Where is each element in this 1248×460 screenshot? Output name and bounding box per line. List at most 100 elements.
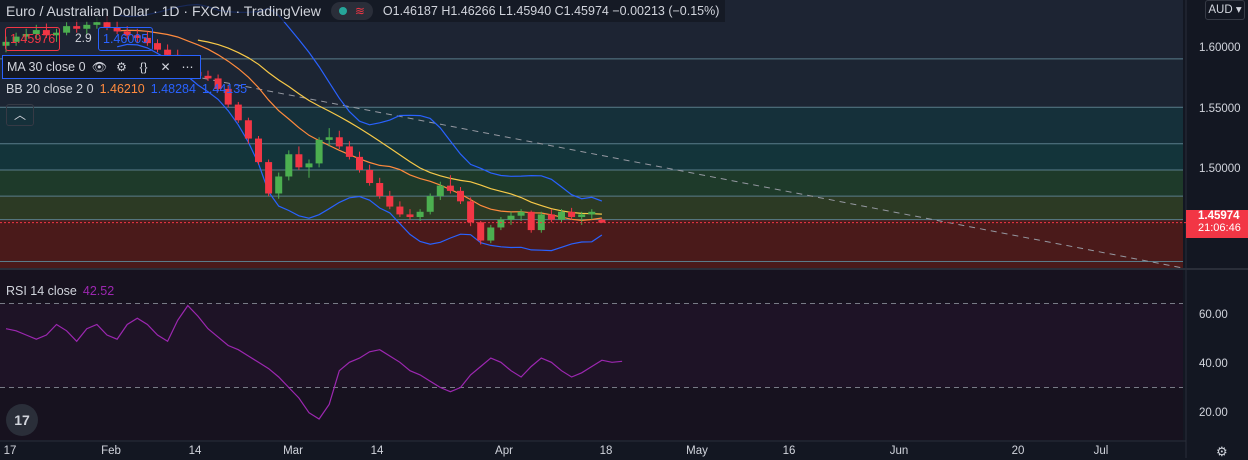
time-tick: Feb bbox=[101, 445, 121, 457]
sell-button[interactable]: 1.45976 bbox=[5, 27, 61, 51]
candle-body bbox=[154, 43, 161, 50]
time-tick: Apr bbox=[495, 445, 513, 457]
candle-body bbox=[32, 30, 40, 34]
settings-gear-icon[interactable]: ⚙ bbox=[1216, 444, 1228, 459]
rsi-legend[interactable]: RSI 14 close 42.52 bbox=[6, 284, 114, 298]
last-price: 1.45974 bbox=[1198, 210, 1240, 222]
rsi-band bbox=[0, 303, 1183, 388]
rsi-tick: 20.00 bbox=[1199, 407, 1228, 419]
candle-body bbox=[335, 137, 343, 147]
candle-body bbox=[356, 156, 363, 170]
candle-body bbox=[517, 211, 525, 216]
bb-upper-value: 1.48284 bbox=[150, 82, 196, 96]
candle-body bbox=[396, 206, 404, 215]
bb-lower-value: 1.44135 bbox=[201, 82, 248, 96]
chart-header: Euro / Australian Dollar · 1D · FXCM · T… bbox=[0, 0, 726, 22]
candle-body bbox=[12, 36, 20, 42]
price-tick: 1.55000 bbox=[1199, 103, 1241, 115]
ohlc-values: O1.46187 H1.46266 L1.45940 C1.45974 −0.0… bbox=[383, 4, 719, 18]
candle-body bbox=[436, 185, 444, 197]
rsi-value: 42.52 bbox=[82, 284, 115, 298]
time-tick: 18 bbox=[599, 445, 613, 457]
candle-body bbox=[275, 176, 283, 194]
bb-legend[interactable]: BB 20 close 2 0 1.46210 1.48284 1.44135 bbox=[6, 82, 247, 96]
candle-body bbox=[457, 190, 464, 202]
spread-value: 2.9 bbox=[75, 31, 92, 45]
candle-body bbox=[204, 75, 212, 79]
more-icon[interactable]: ⋯ bbox=[181, 60, 194, 74]
close-value: C1.45974 bbox=[554, 4, 609, 18]
time-tick: 16 bbox=[782, 445, 796, 457]
time-tick: 20 bbox=[1011, 445, 1025, 457]
candle-body bbox=[507, 215, 515, 220]
time-tick: 17 bbox=[3, 445, 17, 457]
candle-body bbox=[164, 49, 172, 55]
candle-body bbox=[295, 154, 303, 168]
candle-body bbox=[345, 146, 353, 157]
rsi-tick: 60.00 bbox=[1199, 309, 1228, 321]
candle-body bbox=[305, 163, 313, 168]
trend-line bbox=[169, 71, 1184, 269]
time-tick: May bbox=[686, 445, 708, 457]
gear-icon[interactable]: ⚙ bbox=[116, 60, 127, 74]
candle-body bbox=[406, 214, 414, 218]
price-tick: 1.60000 bbox=[1199, 42, 1241, 54]
rsi-line bbox=[5, 304, 623, 420]
symbol-title[interactable]: Euro / Australian Dollar · 1D · FXCM · T… bbox=[6, 3, 321, 19]
candle-body bbox=[63, 26, 71, 33]
source-code-icon[interactable]: {} bbox=[139, 60, 148, 74]
candle-body bbox=[386, 196, 394, 207]
fib-zone bbox=[0, 219, 1183, 262]
candle-body bbox=[265, 162, 273, 194]
candle-body bbox=[426, 196, 434, 212]
candle-body bbox=[568, 211, 576, 218]
candle-body bbox=[83, 24, 91, 29]
candle-body bbox=[487, 227, 495, 241]
candle-body bbox=[214, 78, 222, 89]
candle-body bbox=[53, 32, 60, 36]
bb-lower-line bbox=[116, 43, 603, 252]
candle-body bbox=[497, 219, 505, 228]
fib-zone bbox=[0, 261, 1183, 268]
candle-body bbox=[416, 211, 424, 218]
bar-countdown: 21:06:46 bbox=[1198, 222, 1241, 234]
candle-body bbox=[244, 120, 252, 139]
candle-body bbox=[93, 22, 101, 25]
market-open-dot-icon bbox=[338, 7, 347, 15]
candle-body bbox=[467, 201, 475, 223]
candle-body bbox=[234, 104, 242, 121]
time-tick: Mar bbox=[283, 445, 303, 457]
ma-legend[interactable]: MA 30 close 0 👁 ⚙ {} ✕ ⋯ bbox=[2, 55, 201, 79]
candle-body bbox=[588, 211, 596, 215]
market-status-pill[interactable]: ≋ bbox=[330, 2, 373, 20]
candle-body bbox=[446, 185, 454, 191]
tradingview-logo-icon[interactable]: 17 bbox=[6, 404, 38, 436]
wave-icon: ≋ bbox=[354, 4, 365, 18]
candle-body bbox=[113, 27, 121, 32]
fib-zone bbox=[0, 169, 1183, 197]
candle-body bbox=[103, 22, 111, 28]
fib-zone bbox=[0, 143, 1183, 170]
candle-body bbox=[366, 169, 374, 184]
candle-body bbox=[255, 138, 262, 163]
time-tick: 14 bbox=[370, 445, 384, 457]
open-value: O1.46187 bbox=[382, 4, 438, 18]
buy-button[interactable]: 1.46005 bbox=[98, 27, 154, 51]
fib-zone bbox=[0, 107, 1183, 144]
currency-select[interactable]: AUD ▾ bbox=[1205, 0, 1245, 20]
candle-body bbox=[558, 211, 565, 220]
candle-body bbox=[285, 154, 293, 177]
candle-body bbox=[598, 219, 606, 223]
candle-body bbox=[477, 222, 485, 241]
rsi-legend-label: RSI 14 close bbox=[6, 284, 77, 298]
collapse-legend-icon[interactable]: ︿ bbox=[6, 104, 34, 126]
candle-body bbox=[376, 183, 384, 197]
candle-body bbox=[143, 37, 151, 44]
eye-icon[interactable]: 👁 bbox=[91, 60, 108, 74]
candle-body bbox=[325, 137, 333, 140]
close-icon[interactable]: ✕ bbox=[160, 60, 171, 74]
candle-body bbox=[42, 30, 50, 36]
ma-legend-label: MA 30 close 0 bbox=[7, 60, 86, 74]
bb-legend-label: BB 20 close 2 0 bbox=[6, 82, 94, 96]
